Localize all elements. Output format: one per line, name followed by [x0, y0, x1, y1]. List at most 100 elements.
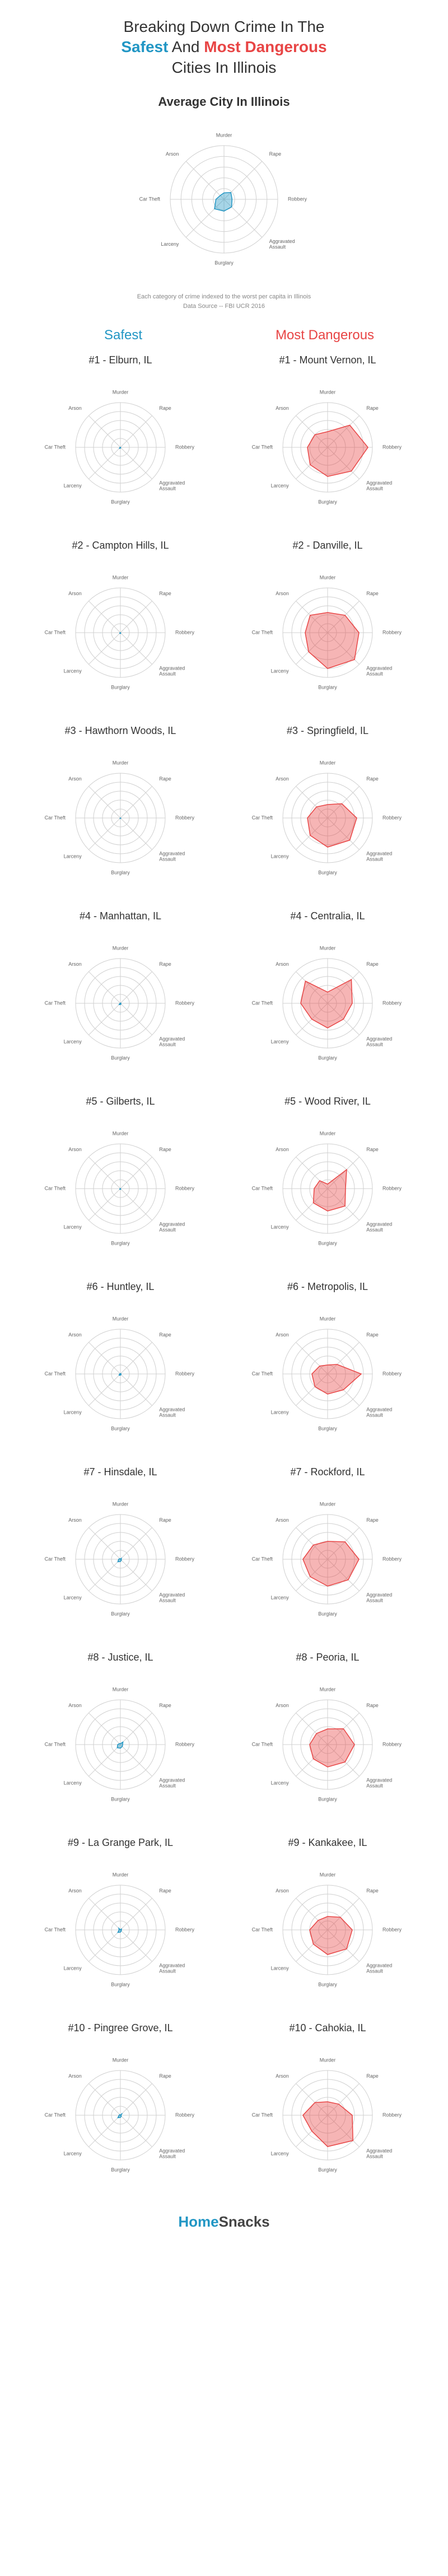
comparison-row: #4 - Manhattan, ILMurderRapeRobberyAggra…: [22, 910, 426, 1079]
svg-text:Aggravated: Aggravated: [159, 1407, 185, 1413]
svg-text:Arson: Arson: [68, 1147, 82, 1152]
footer-home: Home: [178, 2213, 218, 2230]
svg-text:Larceny: Larceny: [271, 1966, 290, 1971]
danger-cell: #4 - Centralia, ILMurderRapeRobberyAggra…: [230, 910, 426, 1079]
svg-text:Larceny: Larceny: [64, 1595, 82, 1601]
svg-text:Robbery: Robbery: [175, 1371, 195, 1377]
safe-cell: #1 - Elburn, ILMurderRapeRobberyAggravat…: [22, 354, 218, 523]
danger-city-title: #9 - Kankakee, IL: [230, 1837, 426, 1849]
svg-text:Murder: Murder: [113, 1872, 129, 1878]
svg-text:Car Theft: Car Theft: [45, 1001, 66, 1006]
svg-text:Larceny: Larceny: [64, 1224, 82, 1230]
svg-text:Rape: Rape: [366, 776, 379, 782]
title-post: Cities In Illinois: [172, 59, 277, 76]
safe-city-title: #5 - Gilberts, IL: [22, 1096, 218, 1107]
svg-text:Assault: Assault: [366, 2154, 383, 2159]
danger-city-title: #8 - Peoria, IL: [230, 1652, 426, 1663]
comparison-row: #3 - Hawthorn Woods, ILMurderRapeRobbery…: [22, 725, 426, 894]
svg-text:Car Theft: Car Theft: [252, 630, 273, 635]
svg-text:Car Theft: Car Theft: [139, 197, 160, 202]
svg-text:Rape: Rape: [159, 405, 171, 411]
safe-city-title: #6 - Huntley, IL: [22, 1281, 218, 1293]
svg-text:Arson: Arson: [276, 1332, 289, 1338]
svg-text:Larceny: Larceny: [271, 2151, 290, 2157]
svg-text:Murder: Murder: [113, 946, 129, 951]
svg-text:Assault: Assault: [366, 1413, 383, 1418]
danger-cell: #9 - Kankakee, ILMurderRapeRobberyAggrav…: [230, 1837, 426, 2005]
comparison-row: #8 - Justice, ILMurderRapeRobberyAggrava…: [22, 1652, 426, 1820]
danger-city-title: #7 - Rockford, IL: [230, 1466, 426, 1478]
safe-radar-chart: MurderRapeRobberyAggravatedAssaultBurgla…: [22, 1484, 218, 1635]
title-danger-word: Most Dangerous: [204, 38, 326, 55]
safe-city-title: #4 - Manhattan, IL: [22, 910, 218, 922]
svg-text:Aggravated: Aggravated: [159, 1963, 185, 1969]
svg-text:Rape: Rape: [159, 1703, 171, 1708]
svg-text:Assault: Assault: [159, 1969, 176, 1974]
svg-text:Murder: Murder: [320, 575, 336, 581]
svg-text:Robbery: Robbery: [175, 445, 195, 450]
svg-text:Rape: Rape: [366, 1703, 379, 1708]
svg-text:Arson: Arson: [276, 1703, 289, 1708]
svg-text:Burglary: Burglary: [214, 260, 234, 266]
svg-text:Car Theft: Car Theft: [45, 2112, 66, 2118]
comparison-row: #6 - Huntley, IL MurderRapeRobberyAggrava…: [22, 1281, 426, 1450]
comparison-row: #7 - Hinsdale, ILMurderRapeRobberyAggrav…: [22, 1466, 426, 1635]
svg-text:Murder: Murder: [113, 575, 129, 581]
svg-text:Burglary: Burglary: [111, 2167, 130, 2173]
footer-logo: HomeSnacks: [22, 2213, 426, 2231]
danger-city-title: #10 - Cahokia, IL: [230, 2022, 426, 2034]
svg-text:Arson: Arson: [68, 2073, 82, 2079]
svg-text:Burglary: Burglary: [111, 1611, 130, 1617]
svg-text:Robbery: Robbery: [382, 1742, 402, 1747]
danger-radar-chart: MurderRapeRobberyAggravatedAssaultBurgla…: [230, 372, 426, 523]
svg-text:Arson: Arson: [276, 591, 289, 596]
svg-text:Robbery: Robbery: [382, 1186, 402, 1191]
svg-text:Murder: Murder: [320, 946, 336, 951]
svg-text:Arson: Arson: [68, 405, 82, 411]
svg-text:Car Theft: Car Theft: [45, 1742, 66, 1747]
svg-text:Murder: Murder: [320, 1872, 336, 1878]
danger-city-title: #1 - Mount Vernon, IL: [230, 354, 426, 366]
svg-text:Car Theft: Car Theft: [252, 1927, 273, 1933]
svg-text:Car Theft: Car Theft: [252, 1371, 273, 1377]
svg-text:Rape: Rape: [159, 1888, 171, 1894]
svg-text:Aggravated: Aggravated: [366, 851, 392, 857]
svg-text:Aggravated: Aggravated: [366, 666, 392, 671]
safe-cell: #9 - La Grange Park, ILMurderRapeRobbery…: [22, 1837, 218, 2005]
svg-text:Assault: Assault: [269, 244, 286, 250]
svg-text:Murder: Murder: [113, 1502, 129, 1507]
safe-radar-chart: MurderRapeRobberyAggravatedAssaultBurgla…: [22, 372, 218, 523]
svg-text:Car Theft: Car Theft: [252, 2112, 273, 2118]
safe-cell: #3 - Hawthorn Woods, ILMurderRapeRobbery…: [22, 725, 218, 894]
svg-text:Aggravated: Aggravated: [159, 666, 185, 671]
comparison-row: #10 - Pingree Grove, ILMurderRapeRobbery…: [22, 2022, 426, 2191]
svg-text:Arson: Arson: [68, 1517, 82, 1523]
safe-cell: #2 - Campton Hills, ILMurderRapeRobberyA…: [22, 540, 218, 708]
danger-cell: #7 - Rockford, ILMurderRapeRobberyAggrav…: [230, 1466, 426, 1635]
svg-text:Robbery: Robbery: [175, 1001, 195, 1006]
danger-cell: #6 - Metropolis, ILMurderRapeRobberyAggr…: [230, 1281, 426, 1450]
svg-text:Assault: Assault: [366, 1969, 383, 1974]
danger-city-title: #4 - Centralia, IL: [230, 910, 426, 922]
svg-text:Aggravated: Aggravated: [159, 1592, 185, 1598]
danger-cell: #10 - Cahokia, ILMurderRapeRobberyAggrav…: [230, 2022, 426, 2191]
svg-text:Aggravated: Aggravated: [366, 2148, 392, 2154]
title-and: And: [168, 38, 204, 55]
safe-radar-chart: MurderRapeRobberyAggravatedAssaultBurgla…: [22, 1298, 218, 1450]
svg-text:Arson: Arson: [276, 1517, 289, 1523]
svg-text:Robbery: Robbery: [382, 445, 402, 450]
title-pre: Breaking Down Crime In The: [124, 18, 325, 35]
svg-text:Rape: Rape: [366, 1147, 379, 1152]
svg-text:Larceny: Larceny: [271, 1224, 290, 1230]
svg-text:Larceny: Larceny: [64, 2151, 82, 2157]
svg-text:Burglary: Burglary: [111, 1241, 130, 1246]
svg-text:Robbery: Robbery: [382, 630, 402, 635]
svg-text:Robbery: Robbery: [175, 630, 195, 635]
svg-text:Larceny: Larceny: [271, 1410, 290, 1415]
danger-radar-chart: MurderRapeRobberyAggravatedAssaultBurgla…: [230, 1298, 426, 1450]
svg-text:Assault: Assault: [366, 1598, 383, 1603]
svg-text:Aggravated: Aggravated: [159, 2148, 185, 2154]
svg-text:Arson: Arson: [68, 1703, 82, 1708]
safe-radar-chart: MurderRapeRobberyAggravatedAssaultBurgla…: [22, 1669, 218, 1820]
safe-radar-chart: MurderRapeRobberyAggravatedAssaultBurgla…: [22, 2040, 218, 2191]
